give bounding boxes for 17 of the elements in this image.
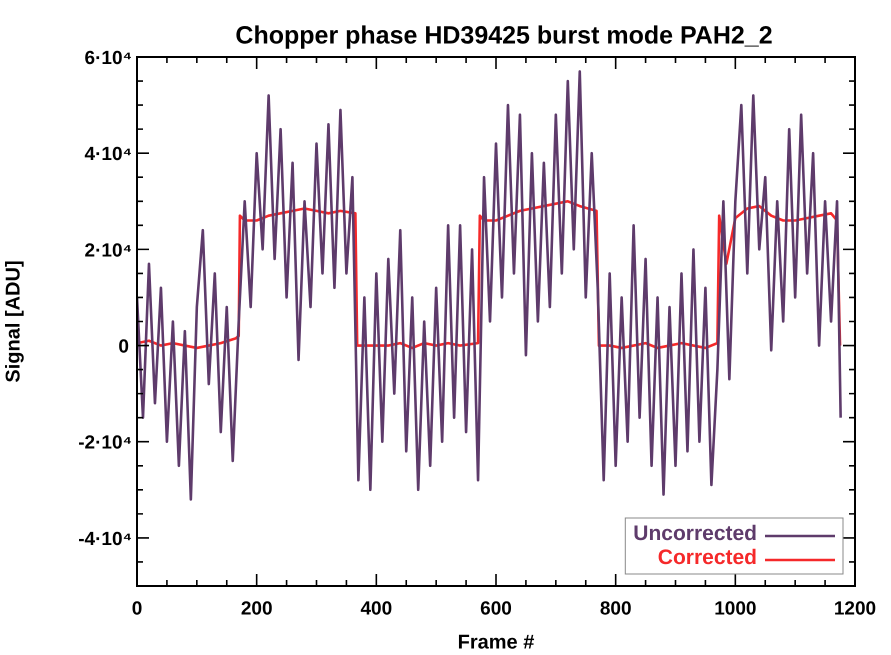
y-tick-label: -2·10⁴: [78, 432, 132, 454]
y-tick-label: 6·10⁴: [84, 48, 132, 69]
x-axis-title: Frame #: [458, 632, 534, 654]
x-tick-label: 400: [360, 598, 392, 620]
x-tick-label: 600: [480, 598, 512, 620]
x-tick-label: 1000: [714, 598, 756, 620]
y-tick-label: 4·10⁴: [84, 144, 132, 166]
legend-label: Corrected: [658, 546, 757, 569]
chart-title: Chopper phase HD39425 burst mode PAH2_2: [235, 21, 773, 50]
legend-label: Uncorrected: [633, 522, 757, 545]
y-tick-label: 0: [118, 336, 130, 358]
y-tick-label: 2·10⁴: [84, 240, 132, 262]
x-tick-label: 1200: [834, 598, 876, 620]
y-tick-label: -4·10⁴: [78, 528, 132, 550]
x-tick-label: 800: [600, 598, 632, 620]
y-axis-title: Signal [ADU]: [2, 260, 25, 383]
x-tick-label: 200: [240, 598, 273, 620]
